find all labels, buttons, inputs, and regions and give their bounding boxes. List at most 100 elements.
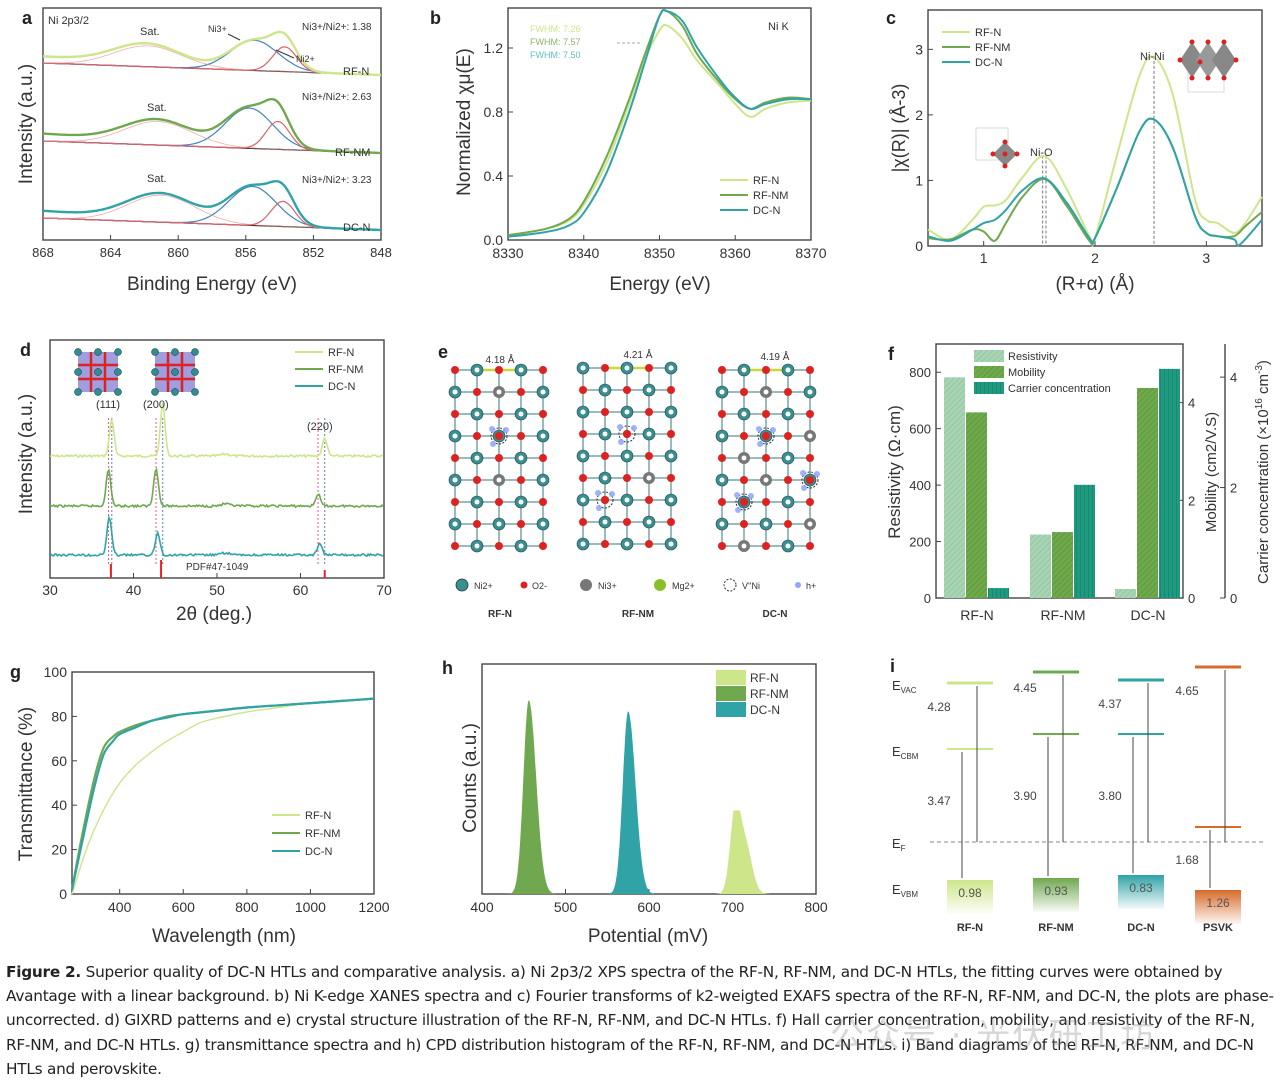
lattice-dc-n <box>715 363 820 553</box>
bandgap-value: 3.90 <box>1013 789 1037 803</box>
y-axis-label: Counts (a.u.) <box>460 723 481 833</box>
oxygen-atom <box>579 474 587 482</box>
y-tick-label: 60 <box>51 753 67 769</box>
atom-highlight <box>719 433 725 439</box>
atom-highlight <box>668 497 674 503</box>
material-label: PSVK <box>1203 922 1233 934</box>
legend-swatch <box>974 366 1004 378</box>
atom-highlight <box>580 409 586 415</box>
structure-name: DC-N <box>763 609 788 620</box>
x-axis-label: Wavelength (nm) <box>152 926 296 947</box>
atom-highlight <box>474 411 480 417</box>
atom-highlight <box>646 431 652 437</box>
ni3-fit-curve <box>42 39 382 76</box>
oxygen-atom <box>623 430 631 438</box>
legend-label: RF-N <box>328 347 354 359</box>
work-function-value: 4.45 <box>1013 681 1037 695</box>
legend-swatch <box>716 702 746 717</box>
ni-vacancy <box>618 425 636 443</box>
atom-highlight <box>785 367 791 373</box>
ni2-arrow <box>275 49 295 59</box>
panel-a-xps: a Ni 2p3/2 Ni3+/Ni2+: 1.38 Ni3+/Ni2+: 2.… <box>16 7 392 295</box>
panel-d-gixrd: d 30 40 50 60 70 (111) (200) (220) PDF#47-10… <box>16 339 392 625</box>
oxygen-atom <box>762 410 770 418</box>
legend-label: DC-N <box>750 703 780 717</box>
y-tick-label: 0 <box>915 238 923 254</box>
atom-highlight <box>602 519 608 525</box>
transmittance-curve-rf-n <box>71 697 375 895</box>
x-tick-label: 400 <box>470 899 494 915</box>
oxygen-atom <box>806 410 814 418</box>
oxygen-atom <box>645 364 653 372</box>
atom-highlight <box>624 409 630 415</box>
legend-label: Ni3+ <box>598 581 617 591</box>
oxygen-atom <box>601 452 609 460</box>
hole <box>631 425 637 431</box>
panel-label: g <box>10 662 21 682</box>
atom-highlight <box>741 411 747 417</box>
xps-data-curve <box>42 97 382 155</box>
atom-highlight <box>602 431 608 437</box>
atom-highlight <box>474 367 480 373</box>
oxygen-atom <box>740 432 748 440</box>
atom-highlight <box>602 475 608 481</box>
fwhm-label: FWHM: 7.50 <box>530 50 581 60</box>
caption-title: Figure 2. <box>6 963 81 981</box>
atom-highlight <box>452 477 458 483</box>
atom-highlight <box>763 521 769 527</box>
x-tick-label: 40 <box>126 582 142 598</box>
hole <box>617 424 623 430</box>
unit-cell-icon <box>151 348 199 396</box>
atom-highlight <box>807 433 813 439</box>
atom-highlight <box>785 499 791 505</box>
x-tick-label: 856 <box>235 245 257 260</box>
legend-label: RF-NM <box>753 190 788 202</box>
x-axis-label: Binding Energy (eV) <box>127 274 297 295</box>
y-axis-label: Transmittance (%) <box>16 707 37 862</box>
atom-highlight <box>540 521 546 527</box>
ni3-label: Ni3+ <box>208 24 227 34</box>
ni2-label: Ni2+ <box>296 54 315 64</box>
atom-highlight <box>580 541 586 547</box>
x-axis-label: Potential (mV) <box>588 926 708 947</box>
legend: RF-N RF-NM DC-N <box>295 347 363 393</box>
ni-vacancy <box>757 427 775 445</box>
panel-c-exafs: c 1 2 3 0 1 2 3 Ni-O Ni-Ni RF-N RF-NM DC-N (R+α)… <box>886 8 1263 295</box>
y-tick-label: 40 <box>51 797 67 813</box>
lattice-rf-nm <box>576 361 678 551</box>
legend: Ni2+ O2- Ni3+ Mg2+ V''Ni h+ <box>455 578 816 592</box>
atom-highlight <box>719 389 725 395</box>
exafs-curve-dc-n <box>927 117 1263 247</box>
x-tick-label: 70 <box>376 582 392 598</box>
xps-data-curve <box>42 179 382 232</box>
x-tick-label: 400 <box>108 899 132 915</box>
atom-highlight <box>807 521 813 527</box>
atom-highlight <box>518 543 524 549</box>
oxygen-atom <box>451 410 459 418</box>
material-label: RF-N <box>957 922 983 934</box>
valence-band-block <box>947 880 993 914</box>
legend-swatch <box>974 350 1004 362</box>
atom-highlight <box>496 521 502 527</box>
oxygen-atom <box>762 432 770 440</box>
oxygen-atom <box>473 476 481 484</box>
atom-highlight <box>518 411 524 417</box>
oxygen-atom <box>718 454 726 462</box>
y-tick-label: 3 <box>915 41 923 57</box>
hole <box>770 427 776 433</box>
oxygen-atom <box>806 366 814 374</box>
oxygen-atom <box>517 476 525 484</box>
atom-highlight <box>646 475 652 481</box>
xrd-pattern-dc-n <box>49 514 384 558</box>
atom-highlight <box>763 389 769 395</box>
oxygen-atom <box>579 430 587 438</box>
oxygen-atom <box>539 366 547 374</box>
atom-highlight <box>452 433 458 439</box>
ni3-fit-curve <box>42 107 382 154</box>
lattice-constant: 4.18 Å <box>486 353 515 366</box>
oxygen-atom <box>718 498 726 506</box>
atom-highlight <box>624 541 630 547</box>
atom-highlight <box>668 409 674 415</box>
xrd-patterns: 30 40 50 60 70 <box>42 402 392 598</box>
